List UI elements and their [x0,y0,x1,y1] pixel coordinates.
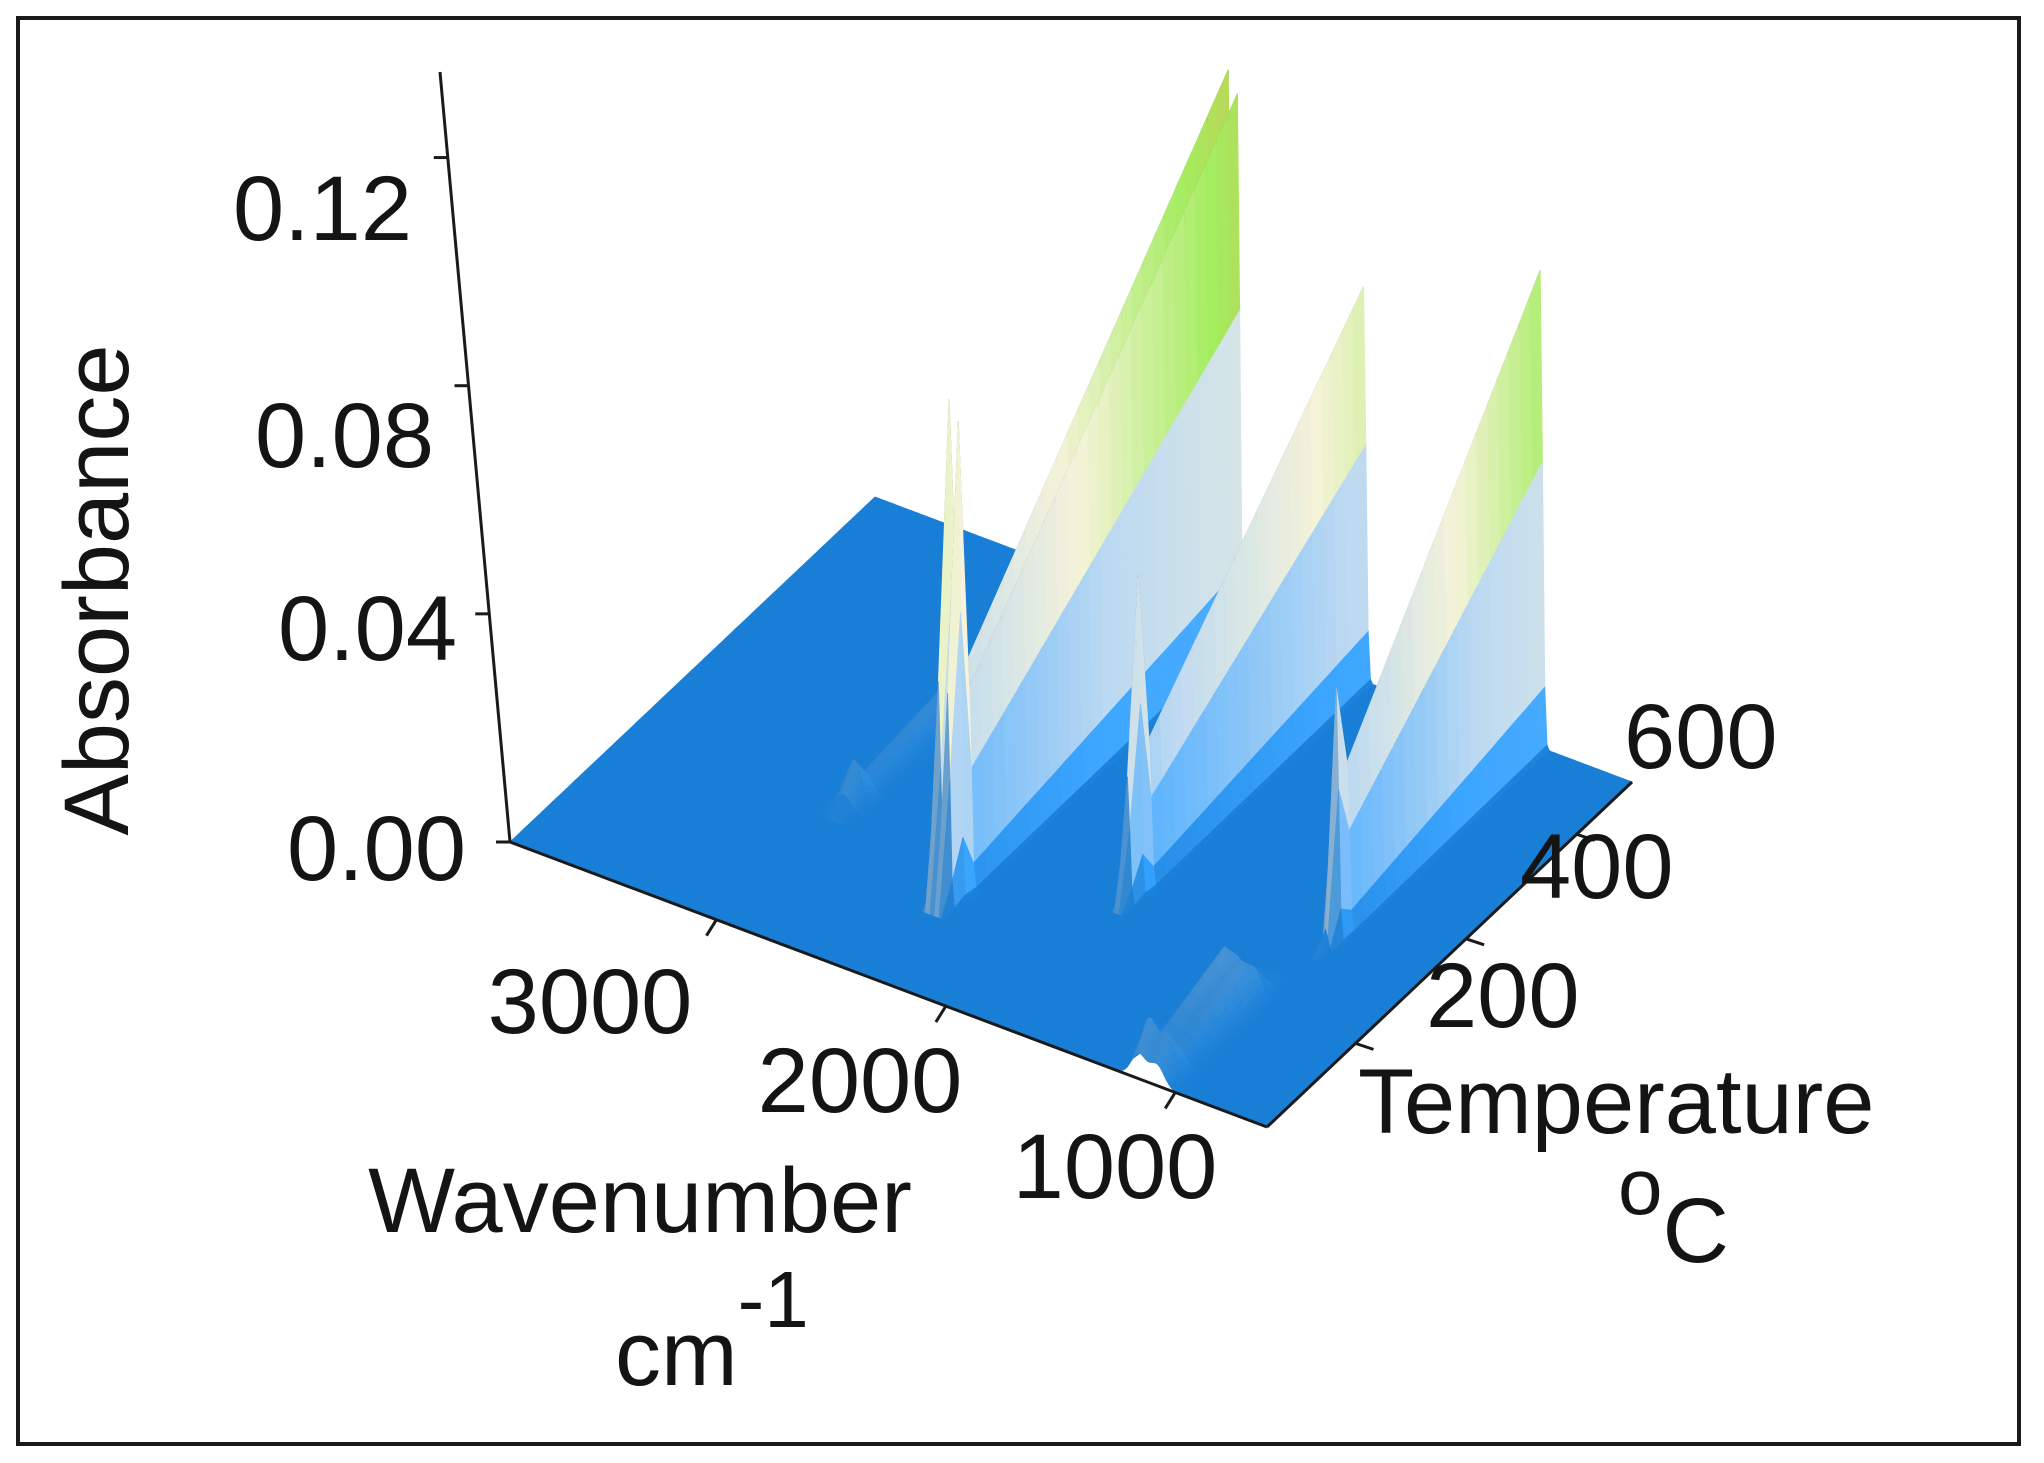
surface-plot [509,69,1633,1128]
